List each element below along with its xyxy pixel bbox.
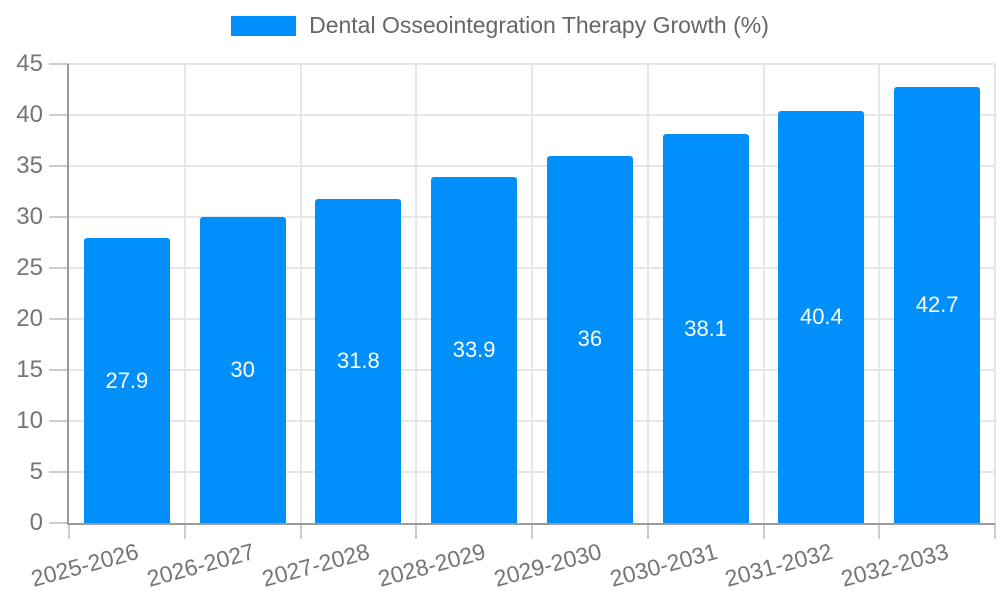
gridline-vertical <box>994 64 996 523</box>
legend-item[interactable]: Dental Osseointegration Therapy Growth (… <box>0 14 1000 37</box>
bar-value-label: 27.9 <box>105 367 149 393</box>
x-axis-tick <box>646 523 649 539</box>
x-axis-tick <box>762 523 765 539</box>
bar[interactable] <box>315 198 402 523</box>
gridline-vertical <box>646 64 649 523</box>
x-axis-label: 2030-2031 <box>606 538 720 592</box>
x-axis-tick <box>878 523 881 539</box>
y-axis-label: 5 <box>29 458 43 485</box>
y-axis-tick <box>49 318 69 320</box>
bar[interactable] <box>546 155 633 523</box>
y-axis-tick <box>49 63 69 65</box>
gridline-vertical <box>762 64 765 523</box>
bar[interactable] <box>199 217 286 523</box>
y-axis-tick <box>49 216 69 218</box>
y-axis-tick <box>49 471 69 473</box>
y-axis-label: 15 <box>16 356 43 383</box>
bar-value-label: 42.7 <box>915 292 959 318</box>
y-axis-line <box>67 64 69 525</box>
x-axis-label: 2032-2033 <box>838 538 952 592</box>
x-axis-tick <box>68 523 70 539</box>
y-axis-label: 40 <box>16 101 43 128</box>
y-axis-tick <box>49 267 69 269</box>
bar[interactable] <box>662 134 749 523</box>
x-axis-label: 2031-2032 <box>722 538 836 592</box>
gridline-vertical <box>183 64 186 523</box>
gridline-vertical <box>878 64 881 523</box>
y-axis-label: 25 <box>16 254 43 281</box>
gridline-vertical <box>415 64 418 523</box>
bar[interactable] <box>778 110 865 523</box>
y-axis-tick <box>49 165 69 167</box>
y-axis-tick <box>49 369 69 371</box>
y-axis-label: 10 <box>16 407 43 434</box>
bar[interactable] <box>83 238 170 523</box>
y-axis-label: 20 <box>16 305 43 332</box>
y-axis-tick <box>49 522 69 524</box>
x-axis-tick <box>994 523 996 539</box>
gridline-vertical <box>531 64 533 523</box>
x-axis-line <box>67 523 995 525</box>
x-axis-tick <box>415 523 418 539</box>
y-axis-label: 35 <box>16 152 43 179</box>
x-axis-tick <box>299 523 302 539</box>
bar-value-label: 33.9 <box>452 337 496 363</box>
y-axis-tick <box>49 420 69 422</box>
x-axis-label: 2029-2030 <box>491 538 605 592</box>
bar-value-label: 38.1 <box>684 315 728 341</box>
bar-value-label: 40.4 <box>799 303 843 329</box>
bar[interactable] <box>431 177 518 523</box>
x-axis-label: 2027-2028 <box>259 538 373 592</box>
y-axis-tick <box>49 114 69 116</box>
y-axis-label: 30 <box>16 203 43 230</box>
bar-value-label: 36 <box>577 326 603 352</box>
legend-swatch <box>231 15 297 36</box>
x-axis-tick <box>531 523 533 539</box>
x-axis-label: 2025-2026 <box>28 538 142 592</box>
y-axis-label: 0 <box>29 509 43 536</box>
x-axis-label: 2028-2029 <box>375 538 489 592</box>
x-axis-tick <box>183 523 186 539</box>
bar[interactable] <box>894 87 981 523</box>
gridline-vertical <box>299 64 302 523</box>
x-axis-label: 2026-2027 <box>143 538 257 592</box>
y-axis-label: 45 <box>16 50 43 77</box>
legend-label: Dental Osseointegration Therapy Growth (… <box>309 12 769 38</box>
bar-value-label: 30 <box>230 357 255 382</box>
bar-value-label: 31.8 <box>336 347 380 373</box>
